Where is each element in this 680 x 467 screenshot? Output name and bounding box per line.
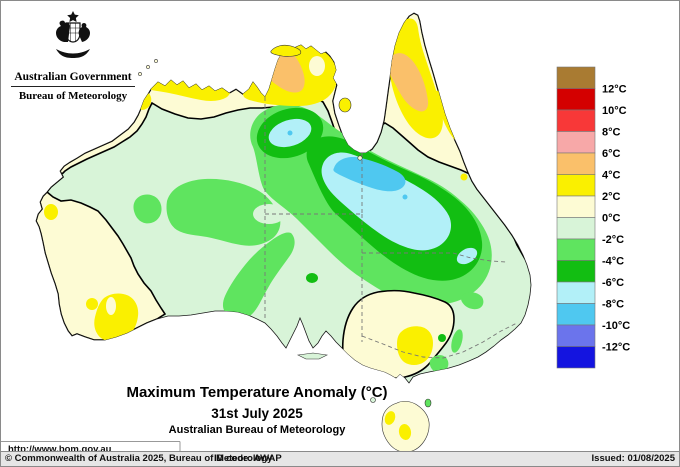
region-yellow-victoria [397, 326, 433, 365]
region-green-west-large [166, 178, 281, 246]
legend-swatch [556, 66, 596, 89]
legend-swatch [556, 174, 596, 197]
legend-label: 4°C [602, 170, 621, 182]
legend-label: -10°C [602, 320, 630, 332]
region-orange-capeyork [387, 53, 429, 112]
legend-swatch [556, 346, 596, 369]
logo-divider [11, 86, 135, 87]
border-qld-nsw [362, 252, 507, 263]
legend-swatch [556, 195, 596, 218]
region-green-nsw-coast [460, 292, 484, 310]
bureau-label: Bureau of Meteorology [18, 90, 128, 102]
region-green-gippsland [429, 355, 449, 373]
border-nsw-vic [361, 322, 518, 359]
coat-of-arms-icon [56, 11, 90, 58]
kimberley-islet-2 [146, 65, 150, 69]
gov-label: Australian Government [14, 71, 132, 83]
legend-label: 10°C [602, 105, 627, 117]
region-green-west-small [133, 194, 162, 224]
legend-label: 8°C [602, 127, 621, 139]
url-label: http://www.bom.gov.au [8, 444, 112, 455]
legend-swatch [556, 260, 596, 283]
region-yellow-coast-dot [460, 173, 468, 181]
legend-label: -12°C [602, 342, 630, 354]
region-darkgreen-dot-se [438, 334, 446, 342]
legend-label: -8°C [602, 299, 624, 311]
region-lightcyan-teardrop [456, 247, 478, 265]
title-date: 31st July 2025 [211, 406, 303, 421]
legend-swatch [556, 324, 596, 347]
king-island [370, 397, 376, 403]
title-block: Maximum Temperature Anomaly (°C) 31st Ju… [87, 384, 427, 436]
groote-eylandt [338, 97, 352, 113]
copyright-label: © Commonwealth of Australia 2025, Bureau… [5, 453, 273, 464]
legend-swatch [556, 131, 596, 154]
legend-label: -4°C [602, 256, 624, 268]
state-borders [264, 97, 518, 359]
legend-label: 0°C [602, 213, 621, 225]
page-title: Maximum Temperature Anomaly (°C) [126, 384, 388, 401]
legend-label: 6°C [602, 148, 621, 160]
legend-swatch [556, 152, 596, 175]
legend-swatch [556, 109, 596, 132]
legend-swatch [556, 238, 596, 261]
legend-swatch [556, 217, 596, 240]
tasmania-yellow-spot-1 [384, 411, 396, 425]
region-yellow-sw-dot [86, 298, 98, 310]
legend: 12°C 10°C 8°C 6°C 4°C 2°C 0°C -2°C -4°C -6°C -8°C -… [556, 66, 630, 369]
region-cyan-dot-se [402, 194, 408, 200]
region-darkgreen-dot [306, 273, 318, 283]
legend-swatch [556, 303, 596, 326]
region-cream-spot-topend [309, 56, 325, 76]
wellesley-island [357, 155, 363, 161]
region-cream-notch-sw [106, 297, 116, 315]
tasmania-yellow-spot-2 [398, 424, 412, 440]
legend-label: -2°C [602, 234, 624, 246]
bom-logo: Australian Government Bureau of Meteorol… [9, 9, 137, 102]
melville-island [270, 44, 302, 57]
region-green-bight-arm [222, 232, 295, 319]
legend-label: 12°C [602, 84, 627, 96]
legend-swatch [556, 88, 596, 111]
flinders-island [424, 398, 432, 408]
issued-label: Issued: 01/08/2025 [591, 453, 675, 464]
region-cyan-dot-nw [287, 130, 293, 136]
islands [138, 44, 432, 453]
kangaroo-island [296, 352, 328, 360]
region-yellow-sharkbay [44, 204, 58, 220]
legend-label: -6°C [602, 277, 624, 289]
legend-label: 2°C [602, 191, 621, 203]
id-code-label: ID code: AWAP [214, 453, 282, 464]
title-org: Australian Bureau of Meteorology [168, 424, 346, 436]
region-yellow-southwest [94, 293, 139, 342]
kimberley-islet-1 [138, 72, 142, 76]
region-green-coast-sliver [451, 329, 463, 353]
kimberley-islet-3 [154, 59, 158, 63]
status-bar: © Commonwealth of Australia 2025, Bureau… [1, 451, 679, 466]
legend-swatch [556, 281, 596, 304]
region-cyan-core [333, 157, 406, 192]
